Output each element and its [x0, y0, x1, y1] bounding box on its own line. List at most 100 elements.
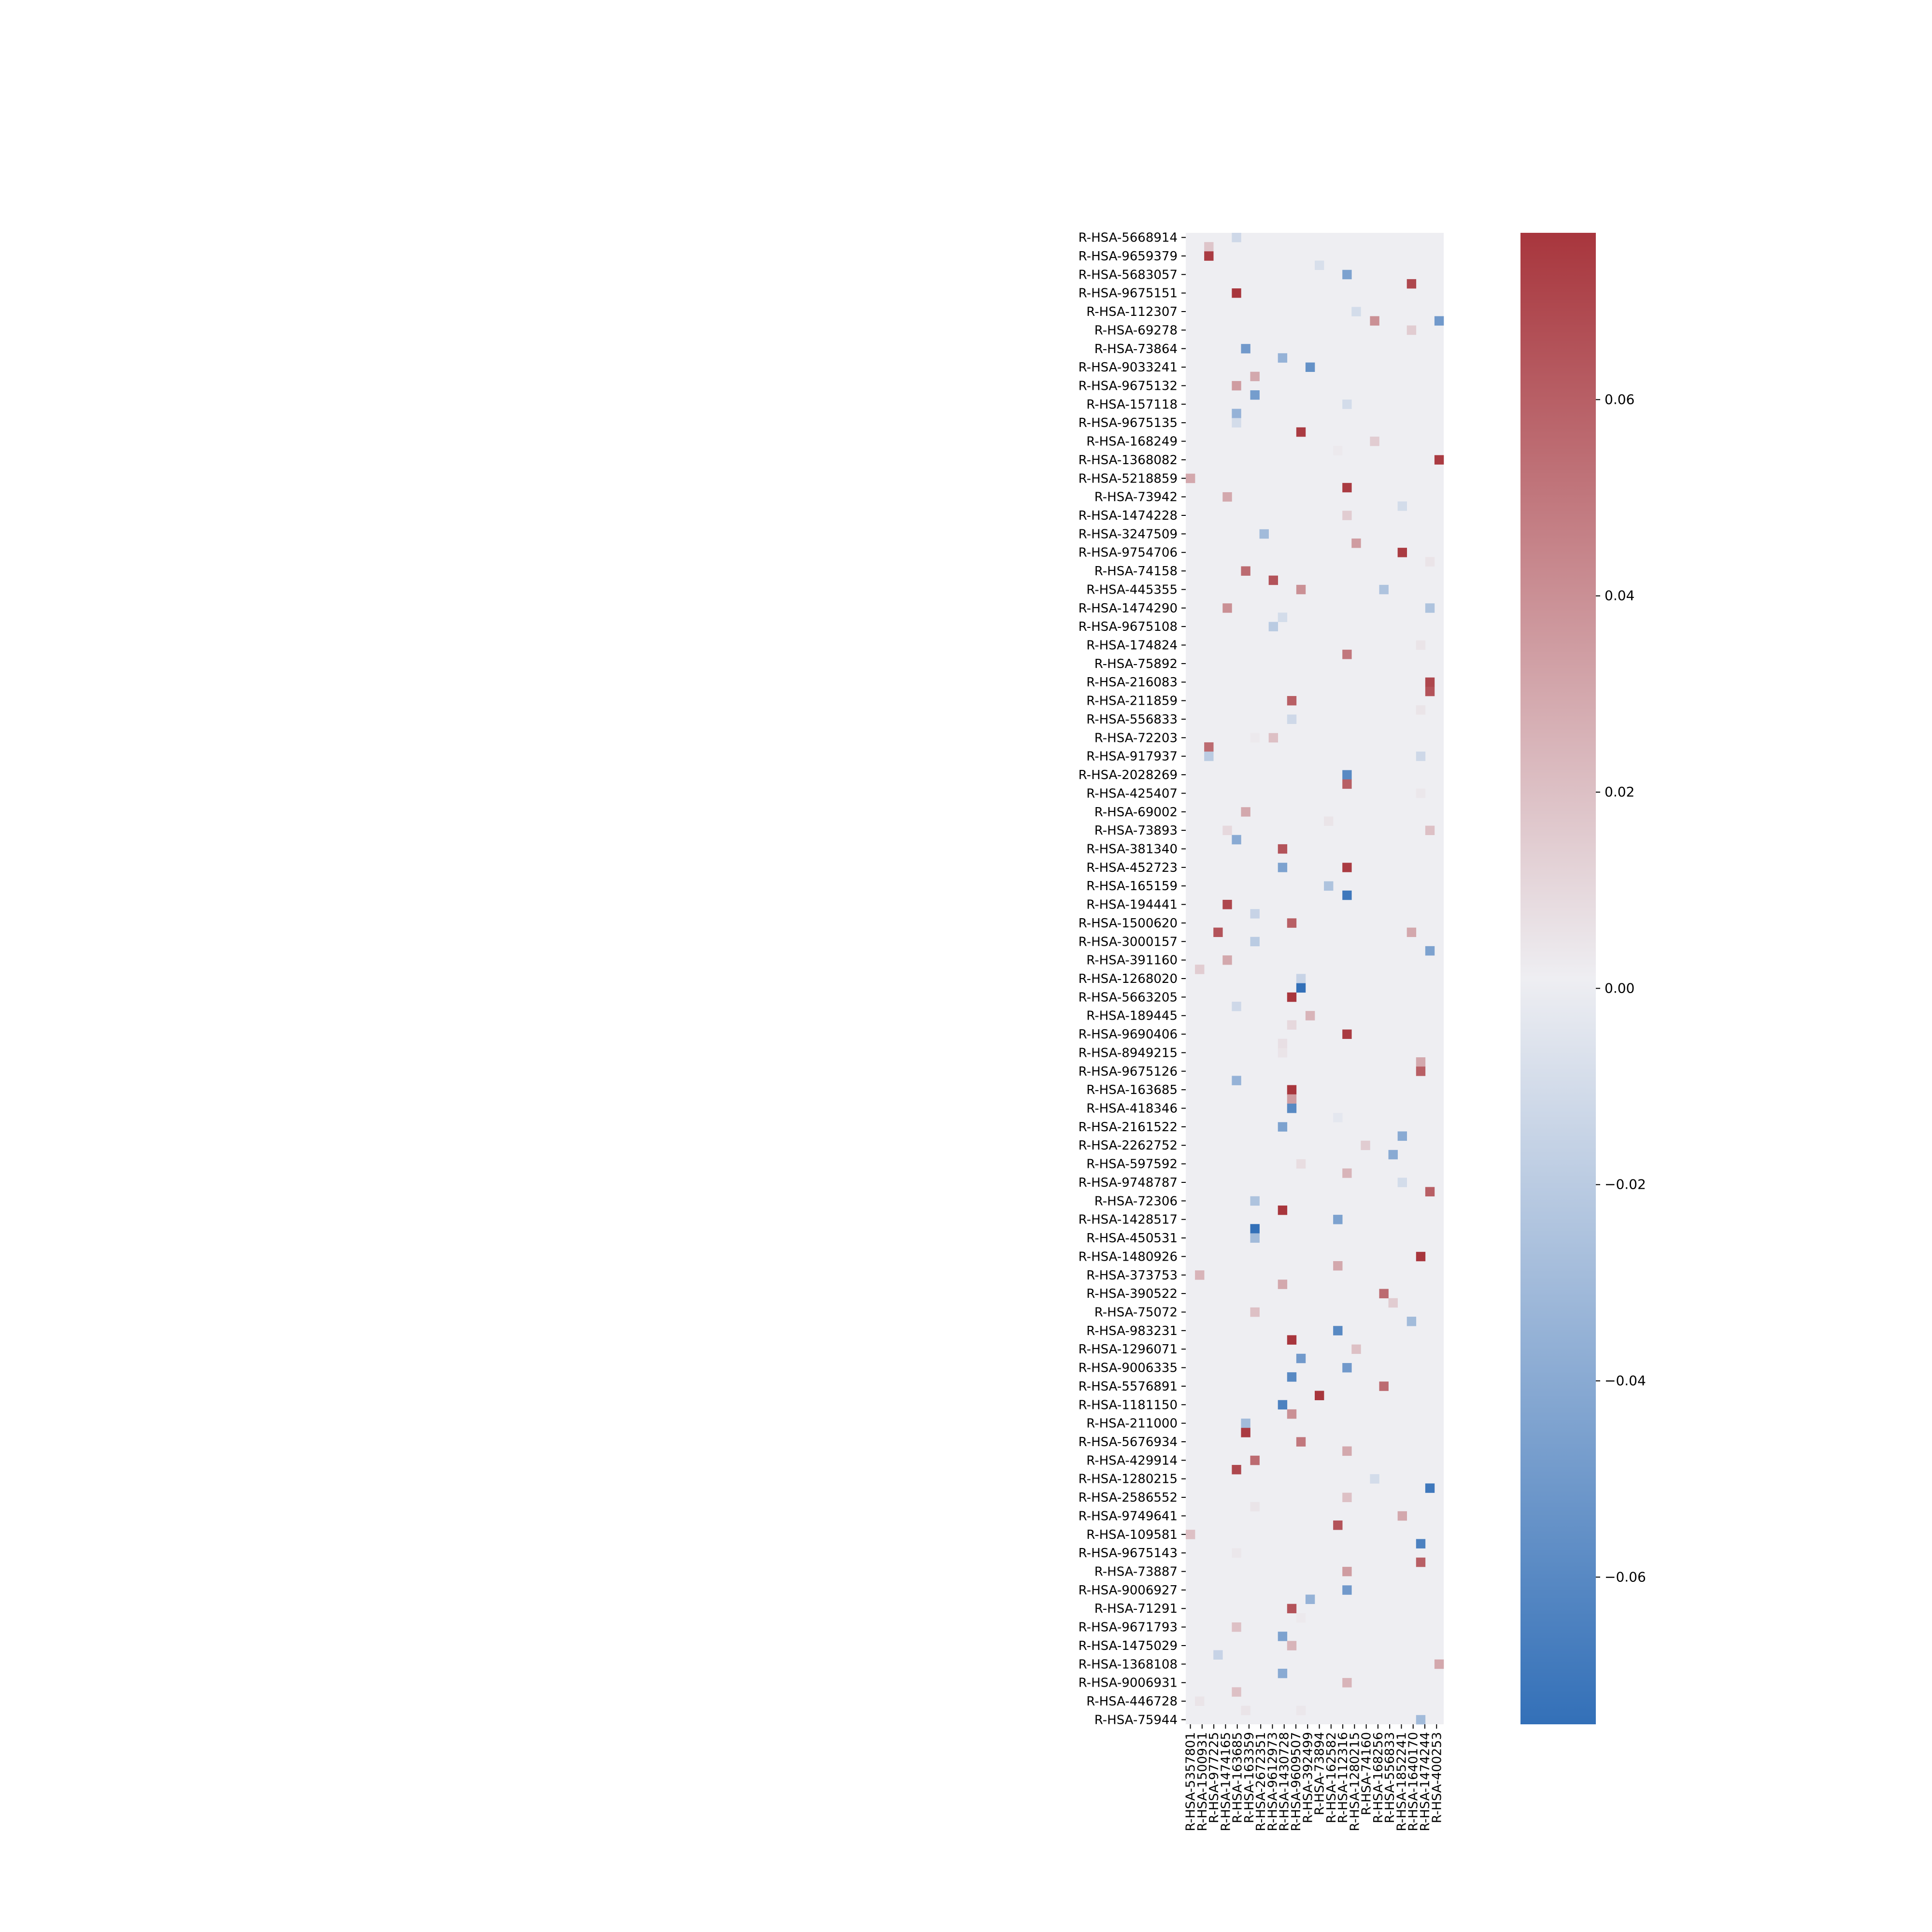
x-tick-label: R-HSA-1474244	[1418, 1732, 1433, 1831]
heatmap-cell	[1333, 446, 1343, 455]
colorbar-tick-label: −0.06	[1605, 1569, 1646, 1585]
y-tick-label: R-HSA-9659379	[1079, 249, 1178, 264]
heatmap-cell	[1268, 733, 1279, 743]
heatmap-cell	[1241, 566, 1250, 576]
heatmap-cell	[1250, 1502, 1260, 1512]
heatmap-cell	[1342, 270, 1352, 280]
heatmap-cell	[1416, 1539, 1426, 1548]
y-tick-label: R-HSA-3247509	[1079, 527, 1178, 541]
heatmap-cell	[1278, 1632, 1288, 1641]
heatmap-cell	[1241, 807, 1250, 817]
y-tick-label: R-HSA-165159	[1086, 879, 1178, 894]
y-tick-label: R-HSA-381340	[1086, 842, 1178, 856]
y-tick-label: R-HSA-74158	[1094, 564, 1178, 579]
y-tick-label: R-HSA-5218859	[1079, 471, 1178, 486]
y-tick-label: R-HSA-73893	[1094, 824, 1178, 838]
y-tick-label: R-HSA-1268020	[1079, 972, 1178, 986]
y-tick-label: R-HSA-9006335	[1079, 1361, 1178, 1376]
y-tick-label: R-HSA-1181150	[1079, 1398, 1178, 1412]
heatmap-cell	[1416, 1066, 1426, 1076]
y-tick-label: R-HSA-72203	[1094, 731, 1178, 745]
y-tick-label: R-HSA-3000157	[1079, 935, 1178, 949]
heatmap-cell	[1342, 770, 1352, 780]
heatmap-cell	[1416, 1251, 1426, 1262]
heatmap-cell	[1278, 1038, 1288, 1049]
y-tick-label: R-HSA-73942	[1094, 490, 1178, 505]
x-tick-label: R-HSA-392499	[1301, 1732, 1315, 1823]
heatmap-cell	[1232, 288, 1241, 298]
x-tick-label: R-HSA-1852241	[1394, 1732, 1409, 1831]
heatmap-cell	[1250, 390, 1260, 400]
y-tick-label: R-HSA-445355	[1086, 582, 1178, 597]
x-tick-label: R-HSA-5357801	[1184, 1732, 1198, 1831]
heatmap-cell	[1351, 307, 1361, 316]
heatmap-cell	[1250, 1307, 1260, 1317]
x-tick-label: R-HSA-74160	[1360, 1732, 1374, 1815]
heatmap-cell	[1287, 696, 1297, 706]
y-tick-label: R-HSA-9754706	[1079, 546, 1178, 560]
heatmap-cell	[1342, 399, 1352, 409]
heatmap-cell	[1342, 1363, 1352, 1373]
x-tick-label: R-HSA-2672351	[1254, 1732, 1268, 1831]
heatmap-cell	[1287, 1103, 1297, 1113]
heatmap-cell	[1425, 603, 1435, 613]
heatmap-cell	[1388, 1298, 1398, 1308]
y-tick-label: R-HSA-9675132	[1079, 379, 1178, 393]
y-tick-label: R-HSA-9675143	[1079, 1546, 1178, 1561]
x-tick-label: R-HSA-163685	[1231, 1732, 1245, 1823]
y-tick-label: R-HSA-983231	[1086, 1324, 1178, 1338]
heatmap-cell	[1379, 584, 1389, 595]
y-tick-label: R-HSA-446728	[1086, 1694, 1178, 1709]
y-tick-label: R-HSA-5676934	[1079, 1435, 1178, 1449]
heatmap-cell	[1250, 371, 1260, 382]
heatmap-cell	[1287, 992, 1297, 1002]
y-tick-label: R-HSA-450531	[1086, 1231, 1178, 1246]
heatmap-cell	[1342, 863, 1352, 872]
heatmap-cell	[1222, 492, 1232, 502]
y-tick-label: R-HSA-390522	[1086, 1287, 1178, 1301]
x-tick-label: R-HSA-1500931	[1195, 1732, 1210, 1831]
x-tick-label: R-HSA-1474165	[1219, 1732, 1233, 1831]
heatmap-cell	[1434, 455, 1444, 465]
y-tick-label: R-HSA-8949215	[1079, 1046, 1178, 1060]
y-tick-label: R-HSA-2262752	[1079, 1138, 1178, 1153]
heatmap-cell	[1333, 1215, 1343, 1224]
heatmap-cell	[1278, 1048, 1288, 1058]
y-tick-label: R-HSA-9748787	[1079, 1176, 1178, 1190]
heatmap-cell	[1305, 1011, 1315, 1021]
heatmap-cell	[1287, 1085, 1297, 1095]
heatmap-cell	[1333, 1113, 1343, 1122]
x-tick-label: R-HSA-73894	[1313, 1732, 1327, 1815]
y-tick-label: R-HSA-1474290	[1079, 601, 1178, 616]
heatmap-cell	[1232, 1464, 1241, 1475]
heatmap-cell	[1333, 1520, 1343, 1530]
heatmap-cell	[1416, 752, 1426, 761]
colorbar-tick-label: 0.02	[1605, 784, 1634, 800]
heatmap-cell	[1315, 1391, 1324, 1400]
heatmap-cell	[1397, 1511, 1407, 1521]
heatmap-cell	[1406, 1317, 1417, 1326]
heatmap-cell	[1434, 316, 1444, 326]
heatmap-cell	[1278, 1122, 1288, 1132]
heatmap-cell	[1425, 1483, 1435, 1493]
heatmap-cell	[1296, 1353, 1306, 1364]
heatmap-cell	[1287, 918, 1297, 928]
heatmap-cell	[1406, 325, 1417, 335]
y-tick-label: R-HSA-452723	[1086, 861, 1178, 875]
y-tick-label: R-HSA-9006927	[1079, 1583, 1178, 1598]
heatmap-cell	[1186, 473, 1195, 483]
y-tick-label: R-HSA-1428517	[1079, 1213, 1178, 1227]
y-tick-label: R-HSA-75892	[1094, 657, 1178, 671]
y-tick-label: R-HSA-597592	[1086, 1157, 1178, 1172]
x-tick-label: R-HSA-977225	[1207, 1732, 1222, 1823]
heatmap-cell	[1213, 927, 1223, 937]
heatmap-cell	[1296, 1613, 1306, 1623]
y-tick-label: R-HSA-418346	[1086, 1102, 1178, 1116]
x-tick-label: R-HSA-163359	[1242, 1732, 1257, 1823]
y-tick-label: R-HSA-9033241	[1079, 360, 1178, 375]
heatmap-cell	[1268, 622, 1279, 632]
y-tick-label: R-HSA-157118	[1086, 398, 1178, 412]
x-tick-label: R-HSA-556833	[1383, 1732, 1397, 1823]
heatmap-cell	[1333, 1326, 1343, 1335]
heatmap-cell	[1324, 816, 1334, 826]
